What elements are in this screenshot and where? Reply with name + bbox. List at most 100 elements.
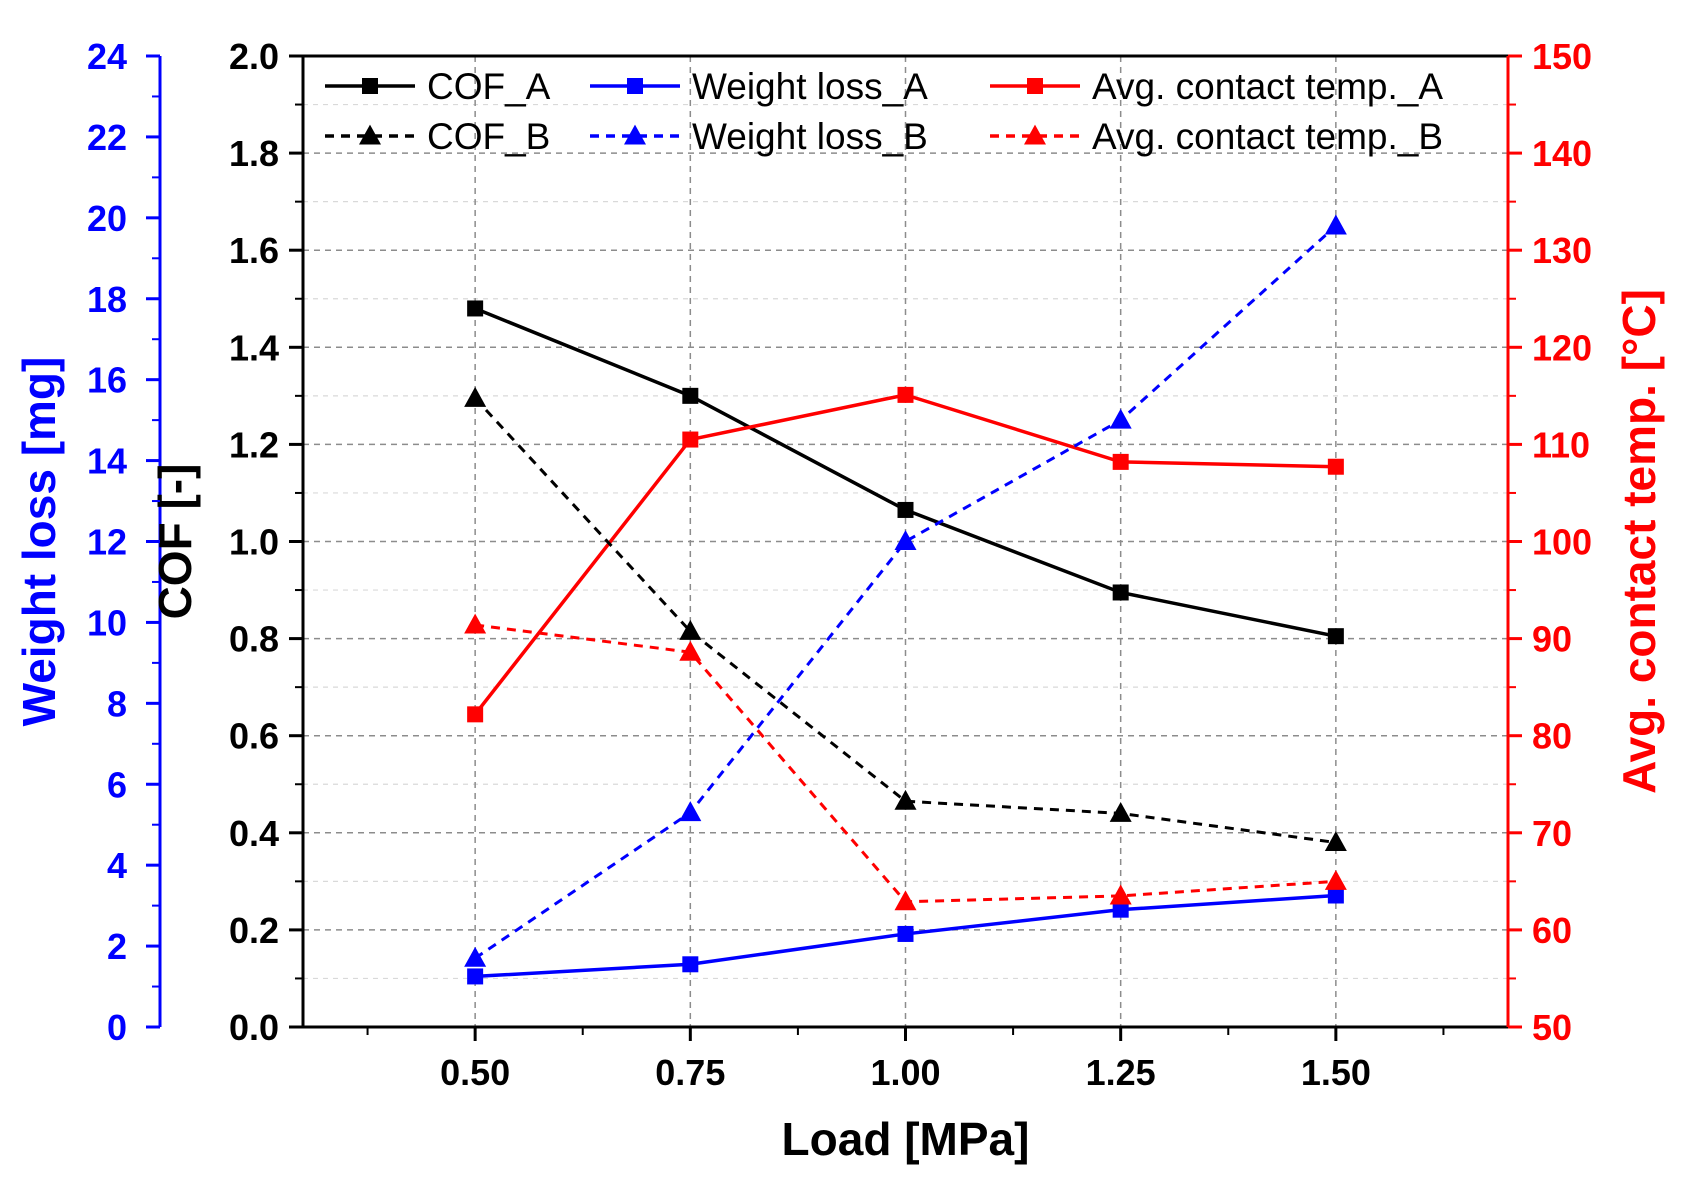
- data-point: [1112, 453, 1129, 470]
- weight-tick-label: 18: [87, 279, 127, 320]
- x-tick-label: 1.25: [1086, 1052, 1156, 1093]
- data-point: [1327, 628, 1344, 645]
- temp-tick-label: 70: [1532, 813, 1572, 854]
- data-point: [679, 619, 702, 640]
- legend-label: Avg. contact temp._B: [1092, 116, 1443, 157]
- legend-marker: [362, 78, 378, 94]
- cof-tick-label: 2.0: [229, 36, 279, 77]
- series-weight-loss-b: [464, 214, 1347, 967]
- legend-item: Avg. contact temp._A: [990, 66, 1443, 107]
- cof-tick-label: 0.4: [229, 813, 279, 854]
- temp-tick-label: 110: [1532, 424, 1590, 465]
- data-point: [467, 706, 484, 723]
- series-line: [474, 397, 1337, 844]
- weight-tick-label: 12: [87, 522, 127, 563]
- data-point: [894, 789, 917, 810]
- data-point: [1324, 831, 1347, 852]
- cof-tick-label: 1.8: [229, 133, 279, 174]
- data-point: [894, 890, 917, 911]
- weight-tick-label: 0: [107, 1007, 127, 1048]
- cof-tick-label: 1.0: [229, 522, 279, 563]
- weight-tick-label: 20: [87, 198, 127, 239]
- series-avg-contact-temp-a: [467, 386, 1344, 723]
- data-point: [467, 300, 484, 317]
- data-point: [894, 530, 917, 551]
- weight-tick-label: 8: [107, 683, 127, 724]
- legend-item: Weight loss_A: [590, 66, 928, 107]
- cof-tick-label: 0.0: [229, 1007, 279, 1048]
- legend-item: COF_A: [325, 66, 551, 107]
- data-point: [897, 501, 914, 518]
- x-tick-label: 1.50: [1301, 1052, 1371, 1093]
- series-avg-contact-temp-b: [464, 613, 1347, 911]
- data-point: [682, 956, 699, 973]
- temp-tick-label: 60: [1532, 910, 1572, 951]
- weight-tick-label: 24: [87, 36, 127, 77]
- data-point: [682, 431, 699, 448]
- data-point: [1324, 869, 1347, 890]
- data-point: [1324, 214, 1347, 235]
- data-point: [679, 640, 702, 661]
- x-tick-label: 0.50: [440, 1052, 510, 1093]
- series-weight-loss-a: [467, 887, 1344, 985]
- series-cof-a: [467, 300, 1344, 645]
- temp-tick-label: 140: [1532, 133, 1592, 174]
- weight-tick-label: 2: [107, 926, 127, 967]
- temp-tick-label: 100: [1532, 522, 1592, 563]
- weight-tick-label: 22: [87, 117, 127, 158]
- weight-tick-label: 16: [87, 360, 127, 401]
- legend-marker: [359, 124, 381, 145]
- data-point: [1327, 458, 1344, 475]
- data-point: [1109, 408, 1132, 429]
- legend: COF_A Weight loss_A Avg. contact temp._A CO…: [325, 66, 1443, 157]
- legend-label: COF_A: [427, 66, 551, 107]
- legend-item: Avg. contact temp._B: [990, 116, 1443, 157]
- cof-tick-label: 1.2: [229, 424, 279, 465]
- data-point: [1112, 584, 1129, 601]
- cof-tick-label: 0.6: [229, 716, 279, 757]
- data-point: [897, 386, 914, 403]
- series-cof-b: [464, 386, 1347, 852]
- temp-tick-label: 80: [1532, 716, 1572, 757]
- weight-tick-label: 6: [107, 764, 127, 805]
- data-point: [679, 801, 702, 822]
- legend-marker: [1027, 78, 1043, 94]
- legend-label: Avg. contact temp._A: [1092, 66, 1443, 107]
- cof-tick-label: 0.8: [229, 619, 279, 660]
- data-point: [464, 946, 487, 967]
- data-point: [464, 613, 487, 634]
- series-line: [474, 224, 1337, 960]
- data-point: [897, 925, 914, 942]
- legend-item: COF_B: [325, 116, 550, 157]
- series-layer: [464, 214, 1347, 985]
- x-axis-title: Load [MPa]: [782, 1113, 1030, 1165]
- legend-marker: [627, 78, 643, 94]
- x-tick-label: 0.75: [655, 1052, 725, 1093]
- legend-marker: [1024, 124, 1046, 145]
- x-tick-label: 1.00: [870, 1052, 940, 1093]
- data-point: [682, 387, 699, 404]
- cof-tick-label: 0.2: [229, 910, 279, 951]
- weight-axis-title: Weight loss [mg]: [13, 357, 65, 727]
- temp-tick-label: 50: [1532, 1007, 1572, 1048]
- grid-layer: [303, 56, 1508, 1027]
- legend-item: Weight loss_B: [590, 116, 928, 157]
- data-point: [1112, 901, 1129, 918]
- cof-tick-label: 1.6: [229, 230, 279, 271]
- temp-tick-label: 120: [1532, 327, 1592, 368]
- legend-label: COF_B: [427, 116, 550, 157]
- cof-tick-label: 1.4: [229, 327, 279, 368]
- temp-tick-label: 150: [1532, 36, 1592, 77]
- data-point: [464, 386, 487, 407]
- weight-tick-label: 10: [87, 602, 127, 643]
- temp-tick-label: 130: [1532, 230, 1592, 271]
- legend-label: Weight loss_B: [692, 116, 928, 157]
- data-point: [1327, 887, 1344, 904]
- weight-tick-label: 14: [87, 441, 127, 482]
- data-point: [1109, 884, 1132, 905]
- legend-label: Weight loss_A: [692, 66, 928, 107]
- temp-tick-label: 90: [1532, 619, 1572, 660]
